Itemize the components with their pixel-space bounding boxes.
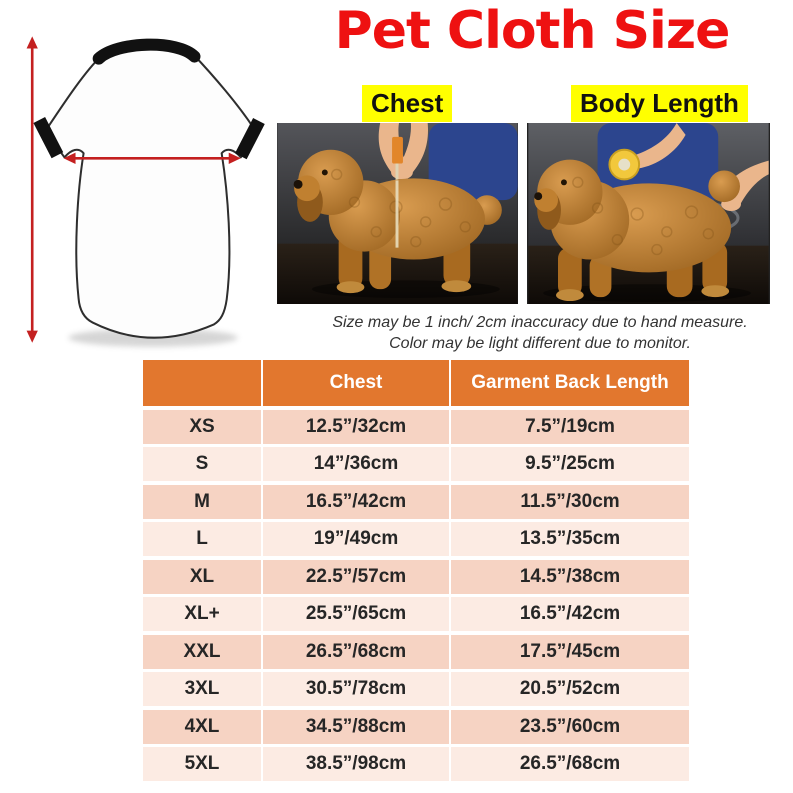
note-line-1: Size may be 1 inch/ 2cm inaccuracy due t… <box>332 314 748 331</box>
dog-illustration <box>293 149 502 299</box>
chest-value: 34.5”/88cm <box>263 709 449 744</box>
size-label: XS <box>143 409 261 444</box>
tape-disc-icon <box>608 148 641 181</box>
chest-measure-scene <box>277 123 518 304</box>
table-row: 3XL 30.5”/78cm 20.5”/52cm <box>143 672 689 706</box>
chest-value: 12.5”/32cm <box>263 409 449 444</box>
back-length-value: 7.5”/19cm <box>451 409 689 444</box>
chest-value: 30.5”/78cm <box>263 672 449 706</box>
back-length-value: 17.5”/45cm <box>451 634 689 669</box>
body-length-measure-scene <box>528 123 769 304</box>
back-length-value: 23.5”/60cm <box>451 709 689 744</box>
chest-value: 25.5”/65cm <box>263 597 449 631</box>
tshirt-graphic <box>26 36 265 347</box>
size-table-body: XS 12.5”/32cm 7.5”/19cm S 14”/36cm 9.5”/25cm M… <box>143 409 689 781</box>
back-length-value: 20.5”/52cm <box>451 672 689 706</box>
size-label: 3XL <box>143 672 261 706</box>
header-back-length-cell: Garment Back Length <box>451 360 689 406</box>
person-figure <box>597 123 719 205</box>
shirt-body <box>44 45 258 339</box>
size-label: XL <box>143 559 261 594</box>
table-row: S 14”/36cm 9.5”/25cm <box>143 447 689 481</box>
measure-note: Size may be 1 inch/ 2cm inaccuracy due t… <box>298 312 782 355</box>
body-length-label: Body Length <box>571 85 748 122</box>
table-row: XL 22.5”/57cm 14.5”/38cm <box>143 559 689 594</box>
person-figure <box>428 123 518 201</box>
body-length-arrow <box>26 36 38 343</box>
shirt-measurement-figure <box>4 14 266 354</box>
dog-illustration <box>534 159 751 303</box>
back-length-value: 11.5”/30cm <box>451 484 689 519</box>
page-title: Pet Cloth Size <box>334 1 731 61</box>
chest-arrow <box>63 152 241 164</box>
chest-value: 16.5”/42cm <box>263 484 449 519</box>
shirt-right-cuff <box>234 118 265 160</box>
chest-label: Chest <box>362 85 453 122</box>
shirt-collar <box>92 38 201 65</box>
chest-value: 14”/36cm <box>263 447 449 481</box>
note-line-2: Color may be light different due to moni… <box>389 335 691 353</box>
back-length-value: 14.5”/38cm <box>451 559 689 594</box>
size-label: M <box>143 484 261 519</box>
size-label: 4XL <box>143 709 261 744</box>
header-size-cell <box>143 360 261 406</box>
table-row: XS 12.5”/32cm 7.5”/19cm <box>143 409 689 444</box>
size-label: L <box>143 522 261 556</box>
table-row: 4XL 34.5”/88cm 23.5”/60cm <box>143 709 689 744</box>
table-row: XL+ 25.5”/65cm 16.5”/42cm <box>143 597 689 631</box>
chest-value: 19”/49cm <box>263 522 449 556</box>
size-table: Chest Garment Back Length XS 12.5”/32cm 7.… <box>143 360 689 781</box>
back-length-value: 13.5”/35cm <box>451 522 689 556</box>
chest-measure-photo <box>277 123 518 304</box>
size-label: XL+ <box>143 597 261 631</box>
table-row: L 19”/49cm 13.5”/35cm <box>143 522 689 556</box>
size-label: S <box>143 447 261 481</box>
chest-value: 26.5”/68cm <box>263 634 449 669</box>
back-length-value: 9.5”/25cm <box>451 447 689 481</box>
size-label: XXL <box>143 634 261 669</box>
header-chest-cell: Chest <box>263 360 449 406</box>
table-row: 5XL 38.5”/98cm 26.5”/68cm <box>143 747 689 781</box>
chest-value: 38.5”/98cm <box>263 747 449 781</box>
size-label: 5XL <box>143 747 261 781</box>
back-length-value: 26.5”/68cm <box>451 747 689 781</box>
back-length-value: 16.5”/42cm <box>451 597 689 631</box>
fur-texture <box>572 176 715 256</box>
table-row: XXL 26.5”/68cm 17.5”/45cm <box>143 634 689 669</box>
chest-value: 22.5”/57cm <box>263 559 449 594</box>
body-length-measure-photo <box>527 123 770 304</box>
shirt-left-cuff <box>33 117 64 159</box>
table-header-row: Chest Garment Back Length <box>143 360 689 406</box>
table-row: M 16.5”/42cm 11.5”/30cm <box>143 484 689 519</box>
